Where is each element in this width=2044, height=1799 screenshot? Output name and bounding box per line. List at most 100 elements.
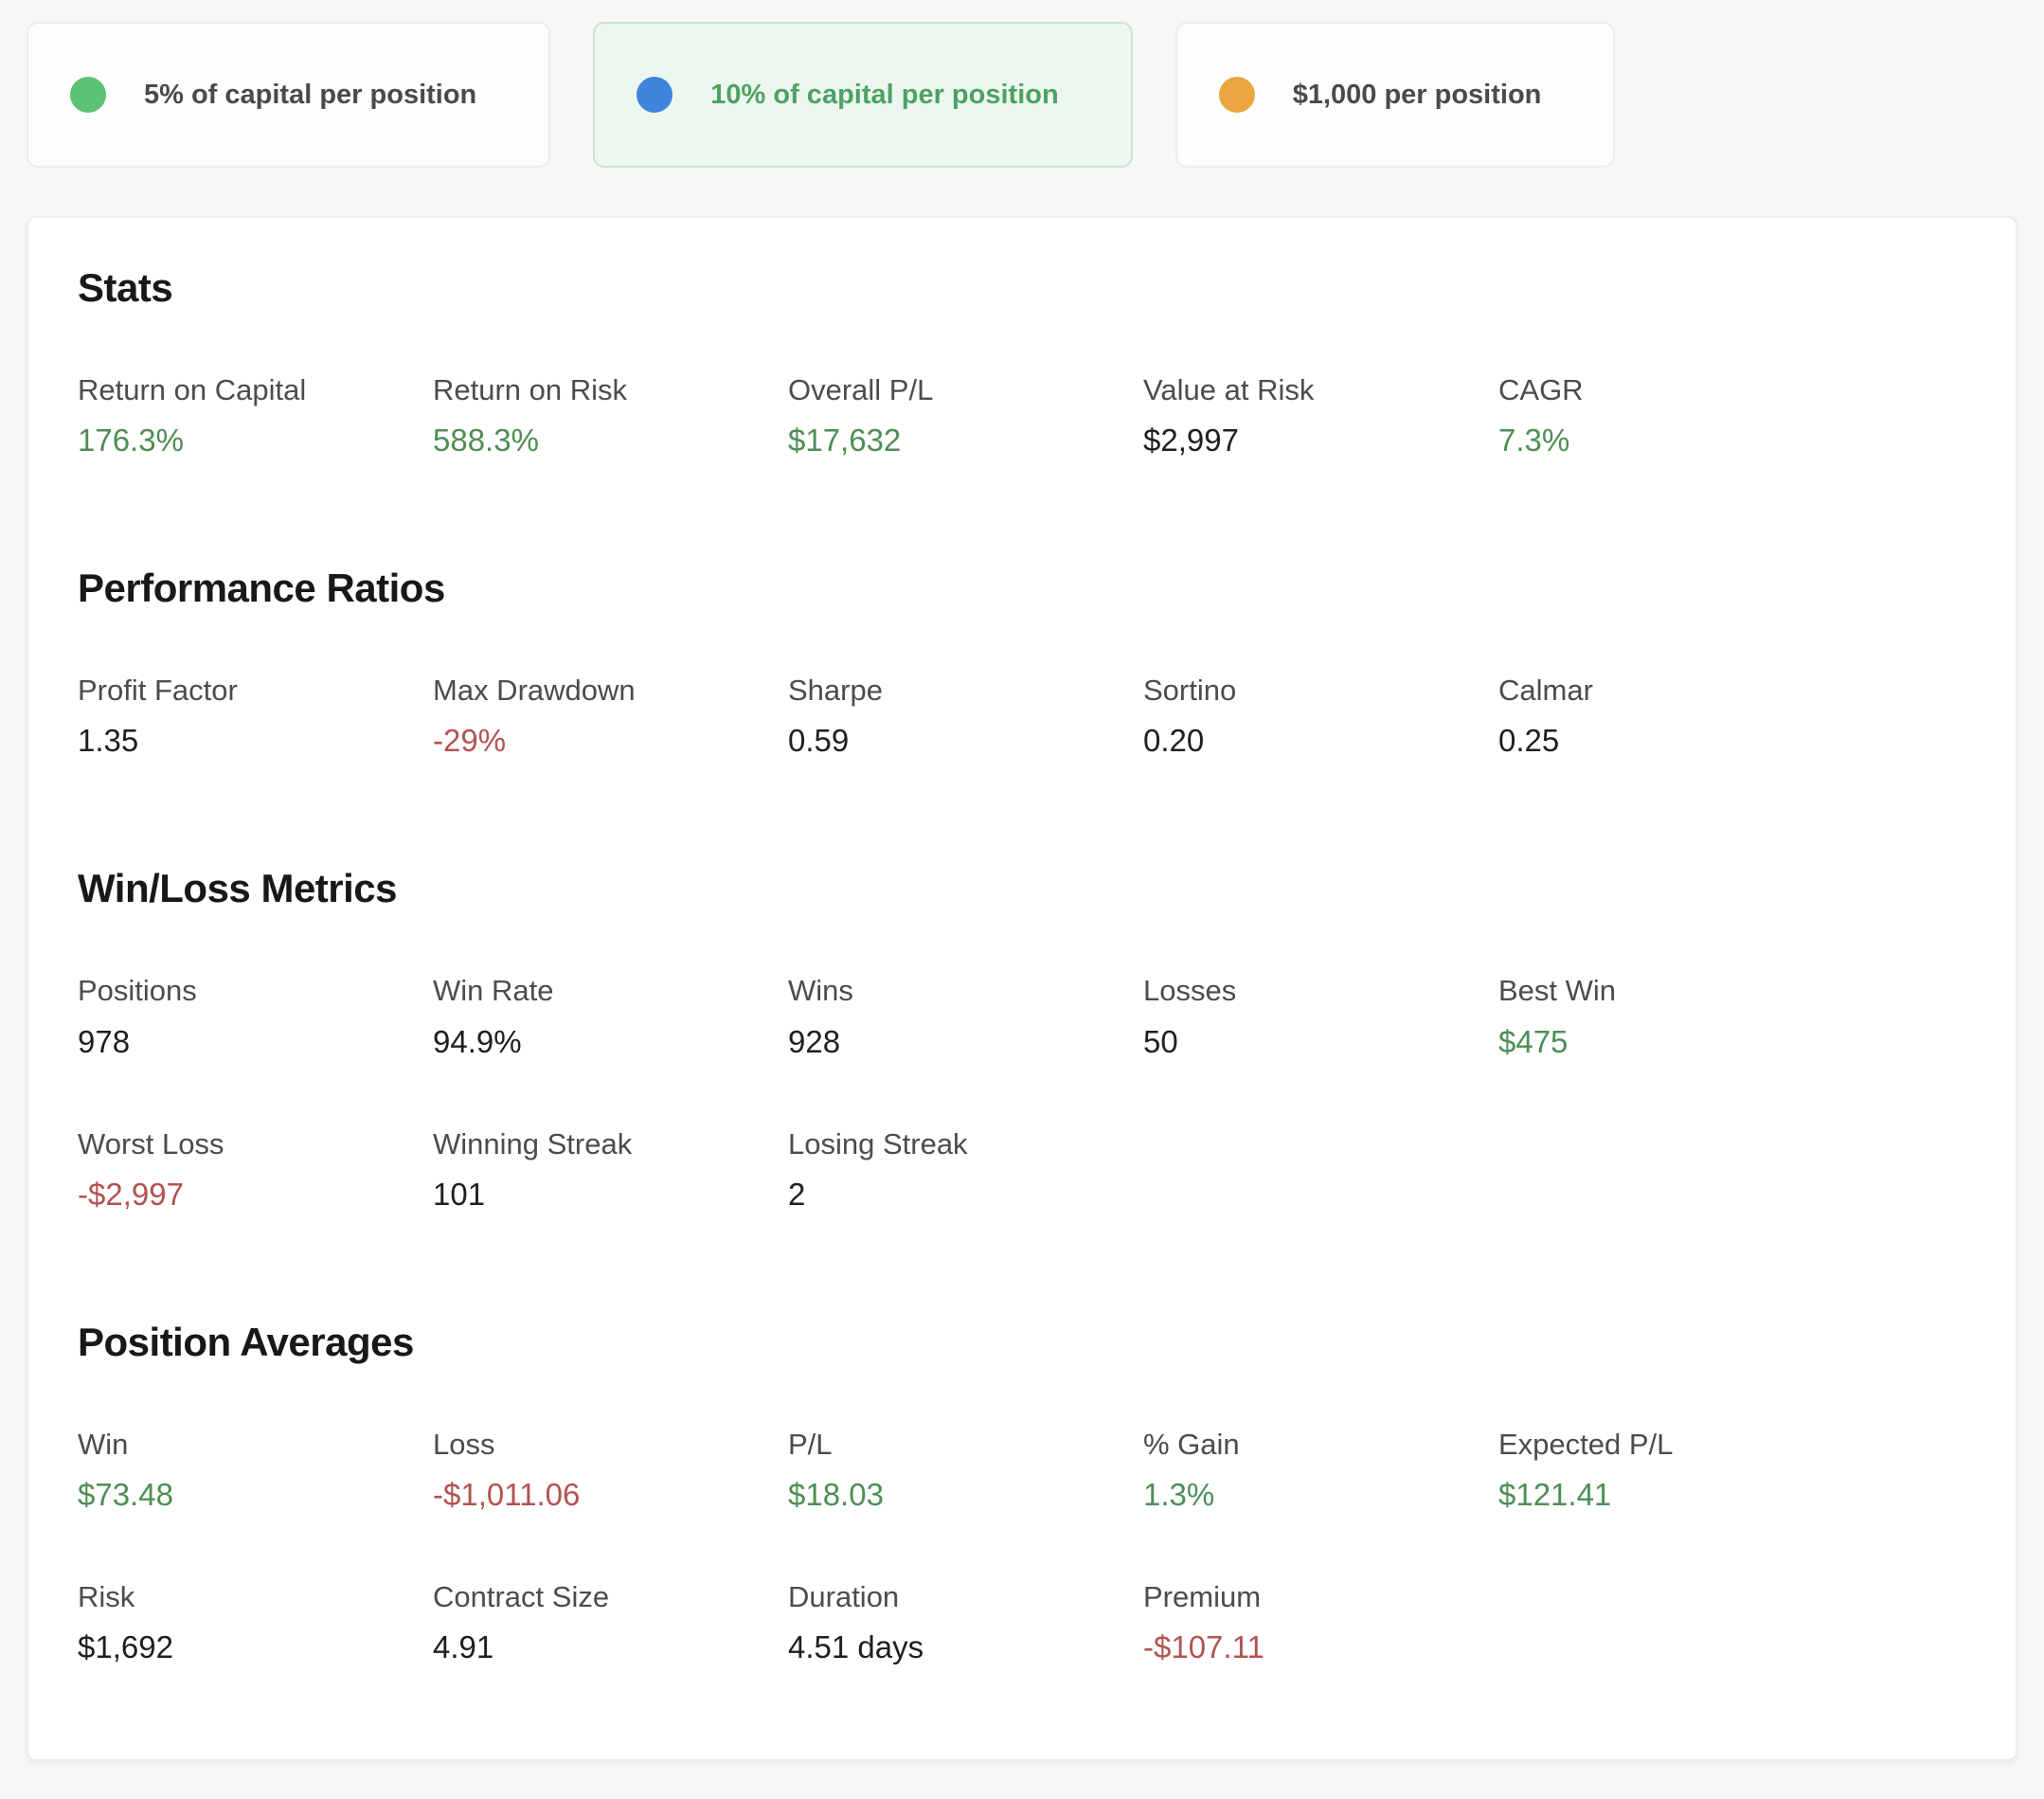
tab-label: $1,000 per position — [1292, 79, 1542, 110]
metric-label: Losses — [1143, 974, 1237, 1008]
metric-label: Wins — [788, 974, 853, 1008]
section-performance-ratios: Performance Ratios Profit Factor 1.35 Max D… — [78, 566, 1966, 762]
metric-label: Worst Loss — [78, 1126, 224, 1160]
metric-win: Win $73.48 — [78, 1426, 433, 1516]
metric-grid: Profit Factor 1.35 Max Drawdown -29% Sharpe 0… — [78, 672, 1966, 762]
metric-label: Loss — [433, 1427, 495, 1461]
metric-value: 4.51 days — [788, 1629, 924, 1665]
metric-value: $1,692 — [78, 1629, 173, 1665]
metric-overall-p-l: Overall P/L $17,632 — [788, 371, 1143, 461]
metric-losing-streak: Losing Streak 2 — [788, 1125, 1143, 1215]
metric-label: Win — [78, 1427, 129, 1461]
metric-value: $18.03 — [788, 1477, 884, 1513]
metric-premium: Premium -$107.11 — [1143, 1578, 1498, 1668]
metric-value: 1.3% — [1143, 1477, 1215, 1513]
metric-label: Win Rate — [433, 974, 554, 1008]
metric-value: 588.3% — [433, 423, 539, 459]
metric-label: Best Win — [1498, 974, 1617, 1008]
metric-wins: Wins 928 — [788, 972, 1143, 1062]
metric-risk: Risk $1,692 — [78, 1578, 433, 1668]
tab-10-percent-of-capital[interactable]: 10% of capital per position — [593, 22, 1133, 168]
metric-value: $121.41 — [1498, 1477, 1612, 1513]
metric-label: Premium — [1143, 1579, 1262, 1613]
metric-sharpe: Sharpe 0.59 — [788, 672, 1143, 762]
metric-value: $475 — [1498, 1023, 1569, 1059]
metric-losses: Losses 50 — [1143, 972, 1498, 1062]
section-position-averages: Position Averages Win $73.48 Loss -$1,011.06… — [78, 1320, 1966, 1668]
metric-value: 0.20 — [1143, 723, 1205, 759]
backtest-stats-panel: Stats Return on Capital 176.3% Return on Ri… — [27, 216, 2017, 1762]
metric-value: 2 — [788, 1176, 806, 1212]
metric-expected-p-l: Expected P/L $121.41 — [1498, 1426, 1854, 1516]
metric-label: Sortino — [1143, 674, 1237, 708]
metric-winning-streak: Winning Streak 101 — [433, 1125, 788, 1215]
metric-value-at-risk: Value at Risk $2,997 — [1143, 371, 1498, 461]
metric-return-on-capital: Return on Capital 176.3% — [78, 371, 433, 461]
green-dot-icon — [70, 77, 106, 113]
metric-value: 0.25 — [1498, 723, 1560, 759]
section-title: Position Averages — [78, 1319, 414, 1364]
metric-label: Overall P/L — [788, 373, 934, 406]
metric-value: 101 — [433, 1176, 486, 1212]
metric-label: Losing Streak — [788, 1126, 968, 1160]
metric-positions: Positions 978 — [78, 972, 433, 1062]
metric-value: 4.91 — [433, 1629, 494, 1665]
position-sizing-tabs: 5% of capital per position 10% of capital… — [27, 22, 2017, 168]
metric-label: Profit Factor — [78, 674, 238, 708]
section-win-loss-metrics: Win/Loss Metrics Positions 978 Win Rate 94.9… — [78, 866, 1966, 1214]
metric-label: Calmar — [1498, 674, 1593, 708]
metric-value: 94.9% — [433, 1023, 522, 1059]
metric-label: Risk — [78, 1579, 135, 1613]
section-title: Performance Ratios — [78, 566, 445, 611]
metric-value: -29% — [433, 723, 507, 759]
metric-calmar: Calmar 0.25 — [1498, 672, 1854, 762]
metric-value: 928 — [788, 1023, 841, 1059]
metric-value: $17,632 — [788, 423, 902, 459]
metric-label: P/L — [788, 1427, 833, 1461]
metric-label: Sharpe — [788, 674, 883, 708]
metric-gain: % Gain 1.3% — [1143, 1426, 1498, 1516]
metric-grid: Win $73.48 Loss -$1,011.06 P/L $18.03 % Gain 1.… — [78, 1426, 1966, 1668]
metric-label: Contract Size — [433, 1579, 610, 1613]
metric-cagr: CAGR 7.3% — [1498, 371, 1854, 461]
metric-max-drawdown: Max Drawdown -29% — [433, 672, 788, 762]
metric-worst-loss: Worst Loss -$2,997 — [78, 1125, 433, 1215]
metric-grid: Positions 978 Win Rate 94.9% Wins 928 Losses 50… — [78, 972, 1966, 1214]
metric-value: $73.48 — [78, 1477, 173, 1513]
metric-label: CAGR — [1498, 373, 1584, 406]
metric-label: Expected P/L — [1498, 1427, 1674, 1461]
metric-value: $2,997 — [1143, 423, 1239, 459]
tab-1000-dollars[interactable]: $1,000 per position — [1174, 22, 1616, 168]
metric-value: 7.3% — [1498, 423, 1570, 459]
metric-contract-size: Contract Size 4.91 — [433, 1578, 788, 1668]
metric-label: Return on Capital — [78, 373, 307, 406]
blue-dot-icon — [637, 77, 673, 113]
metric-label: Winning Streak — [433, 1126, 633, 1160]
tab-label: 10% of capital per position — [710, 79, 1059, 110]
metric-label: Duration — [788, 1579, 900, 1613]
metric-label: Value at Risk — [1143, 373, 1315, 406]
metric-p-l: P/L $18.03 — [788, 1426, 1143, 1516]
metric-duration: Duration 4.51 days — [788, 1578, 1143, 1668]
metric-value: 978 — [78, 1023, 131, 1059]
tab-label: 5% of capital per position — [144, 79, 477, 110]
metric-value: -$2,997 — [78, 1176, 184, 1212]
tab-5-percent-of-capital[interactable]: 5% of capital per position — [27, 22, 551, 168]
metric-label: Max Drawdown — [433, 674, 636, 708]
metric-value: 1.35 — [78, 723, 139, 759]
metric-return-on-risk: Return on Risk 588.3% — [433, 371, 788, 461]
metric-profit-factor: Profit Factor 1.35 — [78, 672, 433, 762]
metric-value: -$107.11 — [1143, 1629, 1264, 1665]
metric-grid: Return on Capital 176.3% Return on Risk 588… — [78, 371, 1966, 461]
metric-value: 50 — [1143, 1023, 1178, 1059]
metric-label: Return on Risk — [433, 373, 628, 406]
metric-value: 0.59 — [788, 723, 850, 759]
metric-sortino: Sortino 0.20 — [1143, 672, 1498, 762]
section-title: Win/Loss Metrics — [78, 866, 398, 911]
metric-best-win: Best Win $475 — [1498, 972, 1854, 1062]
section-title: Stats — [78, 265, 173, 310]
orange-dot-icon — [1218, 77, 1255, 113]
metric-loss: Loss -$1,011.06 — [433, 1426, 788, 1516]
metric-win-rate: Win Rate 94.9% — [433, 972, 788, 1062]
metric-value: 176.3% — [78, 423, 184, 459]
